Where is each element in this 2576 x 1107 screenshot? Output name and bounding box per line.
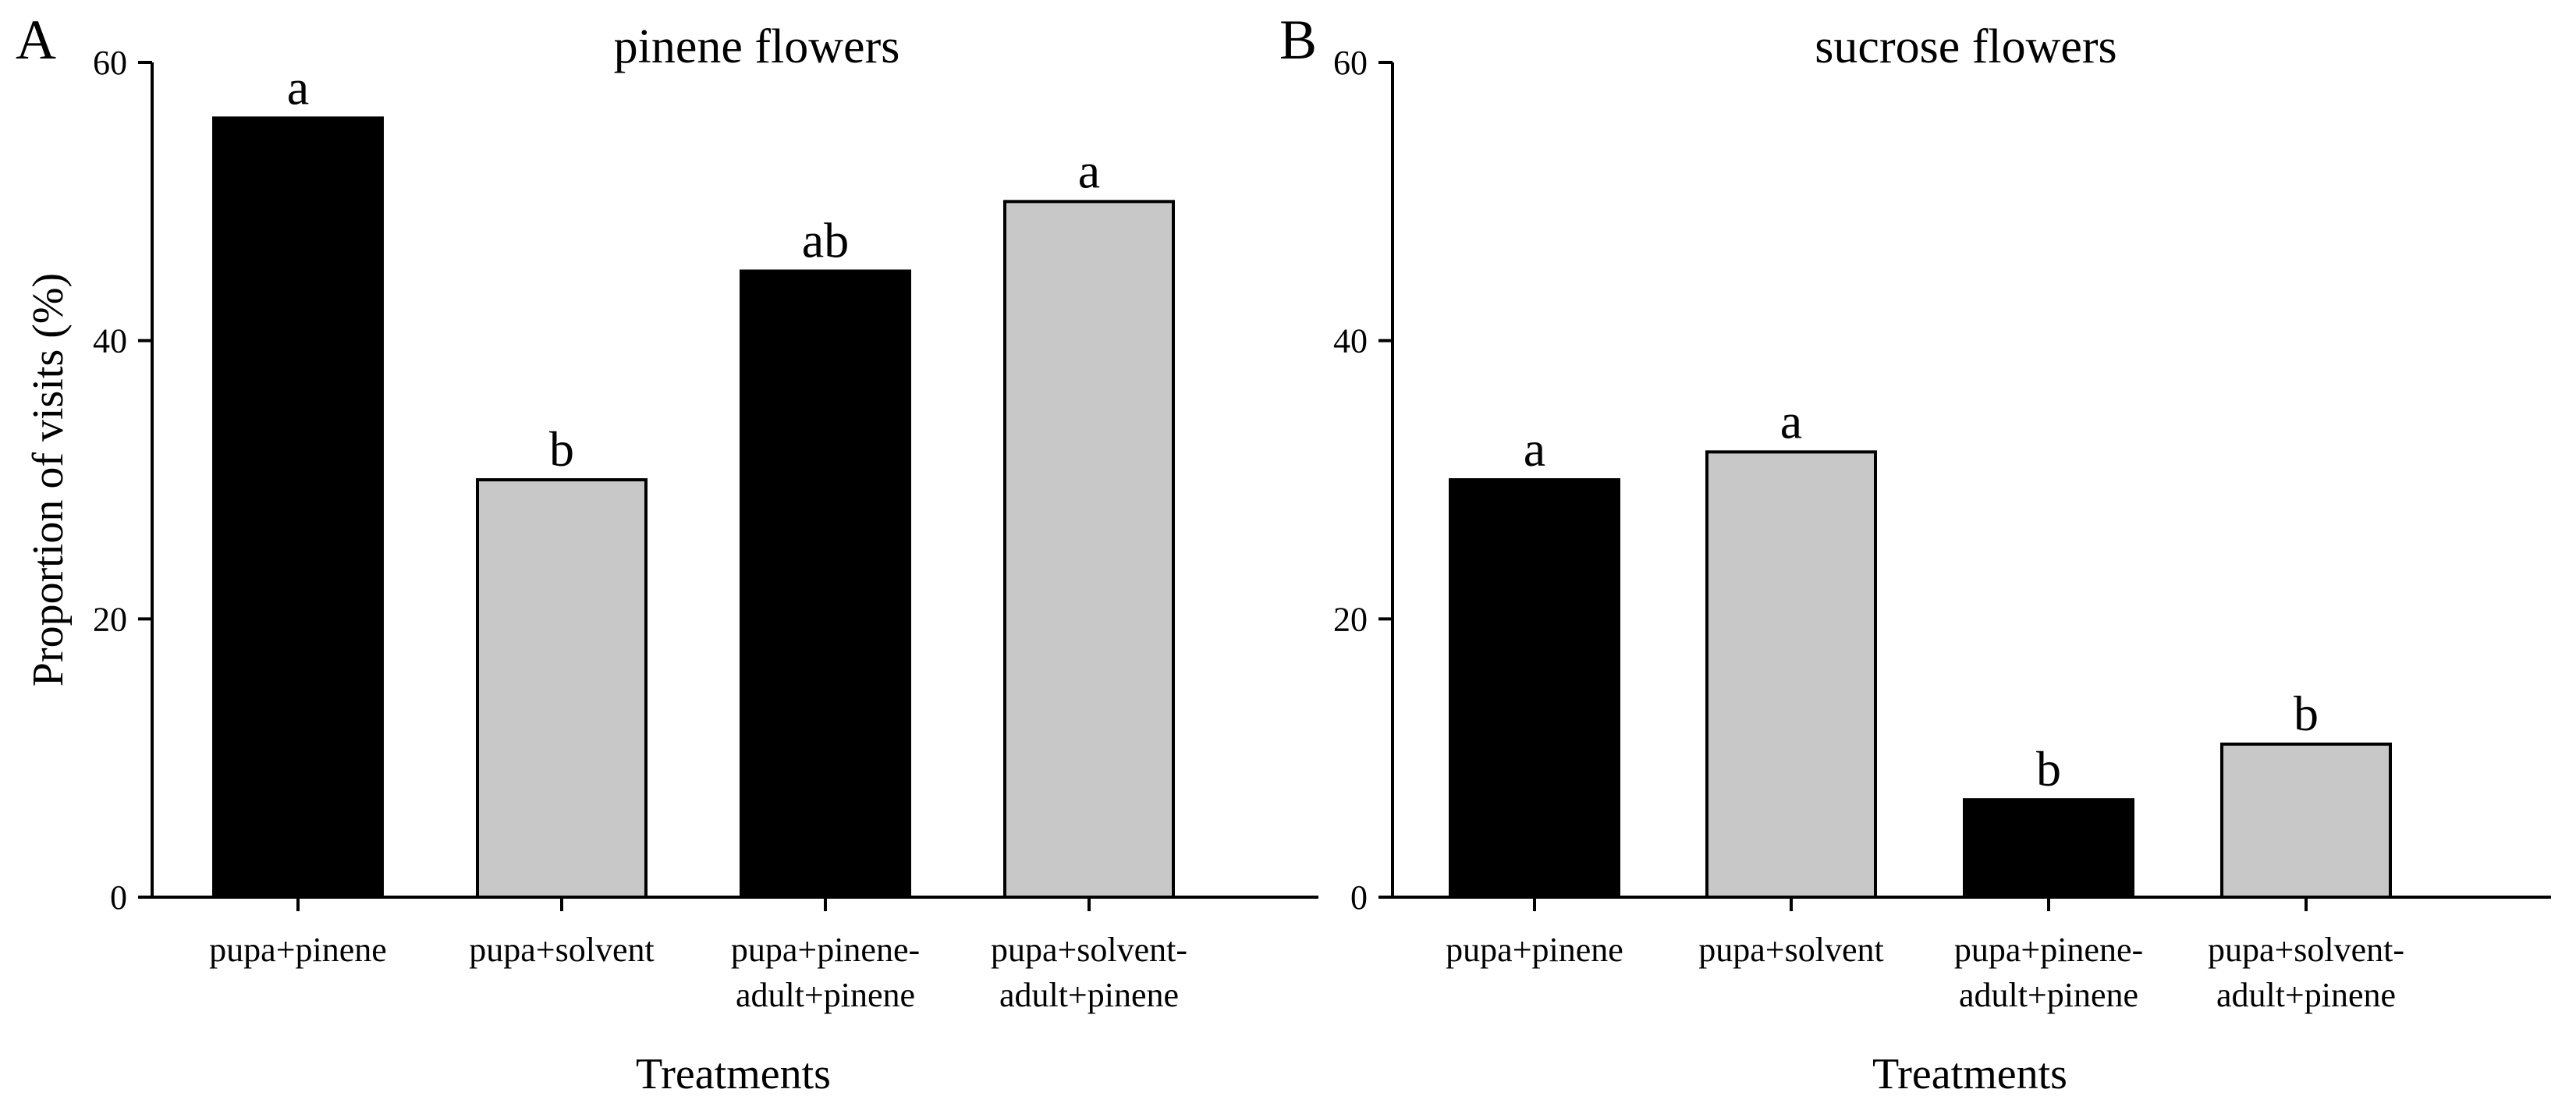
y-tick-label: 40 (93, 322, 127, 360)
x-tick-label: adult+pinene (1959, 976, 2138, 1014)
x-axis-label: Treatments (636, 1050, 831, 1098)
bar (1705, 450, 1877, 899)
significance-letter: a (1780, 393, 1802, 449)
y-tick-label: 20 (93, 600, 127, 638)
x-tick-label: pupa+pinene- (731, 931, 920, 969)
significance-letter: a (1078, 143, 1100, 198)
x-tick-label: pupa+solvent (469, 931, 654, 969)
significance-letter: b (2294, 686, 2319, 741)
significance-letter: b (2036, 741, 2061, 797)
bar (1963, 798, 2134, 899)
x-tick-label: pupa+pinene (209, 931, 387, 969)
significance-letter: a (287, 59, 309, 115)
x-tick-label: pupa+pinene- (1954, 931, 2143, 969)
x-tick-label: adult+pinene (999, 976, 1179, 1014)
bar (212, 116, 384, 899)
x-tick-label: pupa+pinene (1446, 931, 1623, 969)
bar (740, 269, 911, 899)
chart-title: sucrose flowers (1815, 20, 2117, 73)
y-tick-label: 0 (1350, 878, 1368, 917)
chart-title: pinene flowers (614, 20, 900, 73)
x-tick-label: adult+pinene (736, 976, 915, 1014)
bar (1449, 478, 1620, 899)
y-tick-label: 20 (1333, 600, 1368, 638)
bar (476, 478, 648, 899)
bar (2220, 742, 2392, 899)
bar (1003, 200, 1175, 899)
y-tick-label: 40 (1333, 322, 1368, 360)
y-tick-label: 60 (93, 44, 127, 82)
y-axis-label: Proportion of visits (%) (24, 273, 73, 687)
significance-letter: ab (802, 213, 849, 268)
panel-letter: A (16, 9, 56, 71)
x-axis-label: Treatments (1872, 1050, 2067, 1098)
x-tick-label: pupa+solvent (1698, 931, 1883, 969)
panel-letter: B (1279, 9, 1317, 71)
x-tick-label: pupa+solvent- (991, 931, 1187, 969)
y-tick-label: 0 (110, 878, 127, 917)
x-tick-label: pupa+solvent- (2208, 931, 2404, 969)
x-tick-label: adult+pinene (2216, 976, 2396, 1014)
y-tick-label: 60 (1333, 44, 1368, 82)
significance-letter: a (1524, 421, 1545, 477)
significance-letter: b (549, 421, 574, 477)
